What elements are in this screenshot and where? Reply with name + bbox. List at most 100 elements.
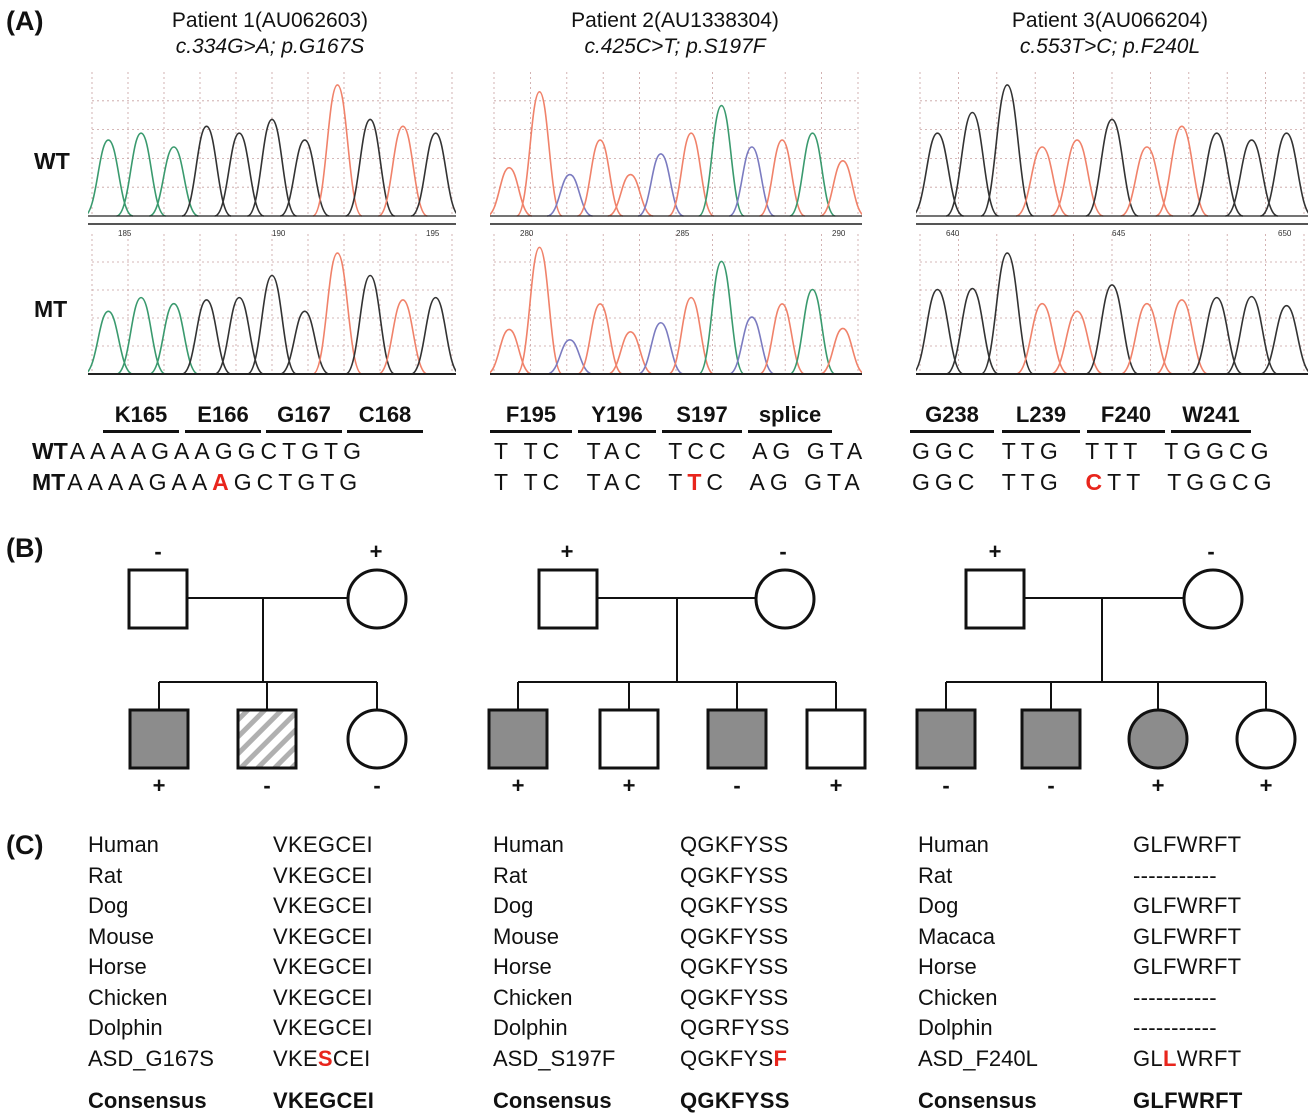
- trace-peak: [1155, 299, 1209, 375]
- species-name: Human: [918, 832, 989, 857]
- trace-peak: [410, 296, 456, 375]
- mutant-sequence: GLLWRFT: [1133, 1044, 1243, 1075]
- mt-bases: AAAAGAA: [67, 469, 213, 495]
- trace-peak: [697, 260, 746, 375]
- trace-peak: [819, 327, 862, 375]
- trace-peak: [637, 321, 684, 375]
- codon-label: S197: [676, 402, 728, 427]
- species-name: ASD_G167S: [88, 1045, 214, 1071]
- trace-peak: [759, 303, 806, 375]
- codon-label: F240: [1100, 402, 1152, 427]
- trace-peak: [279, 310, 330, 375]
- species-name: Human: [88, 832, 159, 857]
- species-list-1: Human Rat Dog Mouse Horse Chicken Dolphi…: [88, 830, 214, 1117]
- genotype-sign: -: [733, 773, 741, 798]
- aligned-sequence: VKEGCEI: [273, 1015, 373, 1040]
- patient-1-id: Patient 1(AU062603): [171, 9, 369, 32]
- consensus-label: Consensus: [918, 1088, 1037, 1113]
- trace-peak: [247, 118, 297, 217]
- position-tick: 285: [676, 229, 690, 238]
- mt-trace-label: MT: [34, 296, 68, 322]
- trace-peak: [345, 118, 396, 217]
- mt-sequence-patient-1: MTAAAAGAAAGCTGTG: [32, 469, 362, 496]
- trace-peak: [181, 299, 232, 375]
- trace-peak: [789, 288, 836, 375]
- codon-bar: [1087, 430, 1165, 433]
- mutant-residues: WRFT: [1176, 1045, 1242, 1071]
- aligned-sequence: VKEGCEI: [273, 893, 373, 918]
- codon-label: Y196: [591, 402, 643, 427]
- codon-bar: [185, 430, 261, 433]
- aligned-sequence: QGKFYSS: [680, 984, 789, 1010]
- trace-peak: [181, 125, 232, 217]
- codon-bar: [748, 430, 832, 433]
- mt-bases: TT TGGCG: [1107, 469, 1277, 495]
- patient-3-id: Patient 3(AU066204): [1011, 9, 1209, 32]
- aligned-sequence: GLFWRFT: [1133, 832, 1242, 857]
- genotype-sign: -: [942, 773, 950, 798]
- sequence-list-1: VKEGCEI VKEGCEI VKEGCEI VKEGCEI VKEGCEI …: [273, 830, 374, 1117]
- chromatogram-patient-1: 185 190 195: [88, 72, 456, 375]
- genotype-sign: +: [560, 539, 574, 564]
- trace-peak: [1225, 295, 1279, 375]
- position-tick: 290: [832, 229, 846, 238]
- species-name: Human: [493, 832, 564, 857]
- trace-peak: [88, 139, 134, 217]
- trace-peak: [980, 252, 1034, 375]
- patient-3-mutation: c.553T>C; p.F240L: [1019, 35, 1201, 58]
- genotype-sign: -: [373, 773, 381, 798]
- aligned-sequence: VKEGCEI: [273, 862, 373, 888]
- codon-bar: [103, 430, 179, 433]
- trace-peak: [916, 132, 964, 217]
- mutant-residues: QGKFYS: [680, 1045, 774, 1071]
- mt-bases: GCTGTG: [233, 469, 363, 495]
- trace-peak: [819, 159, 862, 217]
- codon-label: E166: [197, 402, 249, 427]
- position-tick: 650: [1278, 229, 1292, 238]
- patient-1-mutation: c.334G>A; p.G167S: [175, 35, 365, 58]
- sequence-list-2: QGKFYSS QGKFYSS QGKFYSS QGKFYSS QGKFYSS …: [680, 830, 790, 1117]
- species-name: Dog: [918, 893, 959, 918]
- position-tick: 640: [946, 229, 960, 238]
- mother-symbol: [346, 568, 408, 630]
- species-name: Chicken: [493, 984, 573, 1010]
- genotype-sign: -: [154, 539, 162, 564]
- trace-peak: [945, 111, 999, 217]
- trace-peak: [377, 125, 428, 217]
- mother-symbol: [754, 568, 816, 630]
- genotype-sign: +: [622, 773, 636, 798]
- trace-peak: [607, 173, 654, 217]
- codon-bar: [266, 430, 342, 433]
- consensus-sequence: QGKFYSS: [680, 1088, 790, 1113]
- mt-bases: C AG GTA: [706, 469, 865, 495]
- affected-son-symbol: [915, 708, 977, 770]
- son-symbol: [805, 708, 867, 770]
- consensus-sequence: GLFWRFT: [1133, 1088, 1243, 1113]
- trace-peak: [577, 139, 624, 217]
- chromatogram-patient-2: 280 285 290: [490, 72, 862, 375]
- trace-peak: [607, 330, 654, 375]
- mutant-residues: VKE: [273, 1045, 318, 1071]
- mt-sequence-patient-2: T TC TAC TTC AG GTA: [494, 469, 865, 496]
- aligned-sequence: VKEGCEI: [273, 832, 373, 857]
- species-name: Mouse: [493, 923, 560, 949]
- aligned-sequence: GLFWRFT: [1133, 893, 1242, 918]
- species-name: Horse: [493, 954, 552, 979]
- codon-bar: [910, 430, 994, 433]
- species-name: Macaca: [918, 923, 996, 949]
- trace-peak: [1260, 132, 1308, 217]
- daughter-symbol: [1235, 708, 1297, 770]
- codon-bar: [1171, 430, 1251, 433]
- trace-peak: [697, 104, 746, 217]
- aligned-sequence: VKEGCEI: [273, 984, 373, 1010]
- trace-peak: [1190, 296, 1244, 375]
- aligned-sequence: -----------: [1133, 1015, 1217, 1040]
- mother-symbol: [1182, 568, 1244, 630]
- trace-peak: [116, 132, 167, 217]
- mutant-residues: GL: [1133, 1045, 1163, 1071]
- affected-son-symbol: [1020, 708, 1082, 770]
- genotype-sign: +: [1151, 773, 1165, 798]
- position-tick: 280: [520, 229, 534, 238]
- trace-peak: [1225, 139, 1279, 217]
- codon-label: W241: [1182, 402, 1240, 427]
